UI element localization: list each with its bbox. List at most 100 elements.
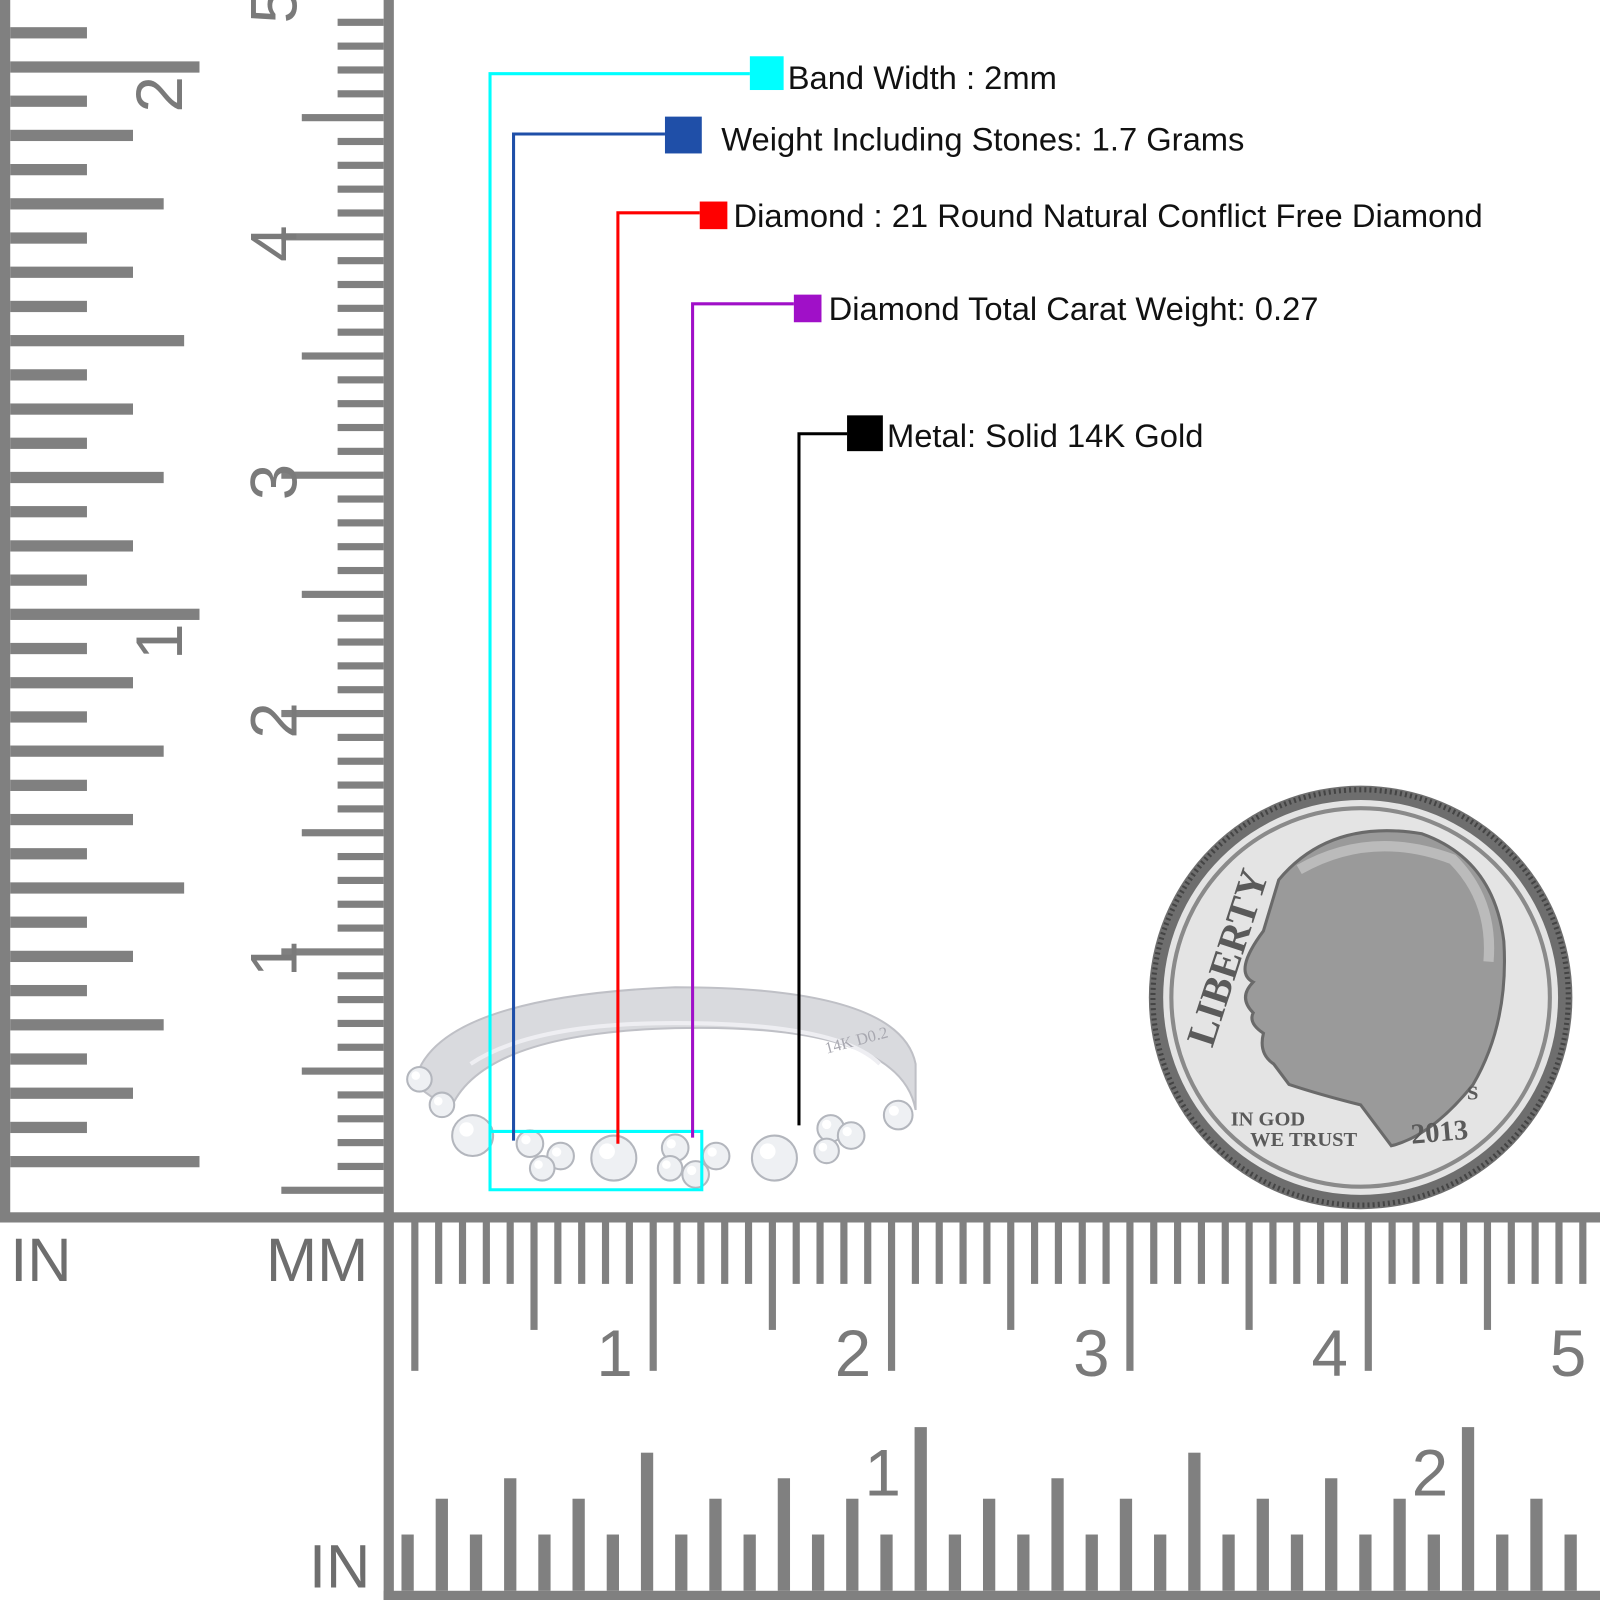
left-mm-tick (337, 781, 384, 789)
weight-swatch (664, 116, 702, 154)
diamond-sparkle (459, 1122, 474, 1137)
diamond-count-swatch (699, 201, 728, 230)
left-mm-tick (337, 90, 384, 98)
bottom-mm-tick (983, 1222, 991, 1284)
left-mm-tick (337, 447, 384, 455)
left-mm-tick (301, 1067, 384, 1075)
bottom-inch-tick (572, 1498, 585, 1591)
left-inch-tick (10, 129, 133, 142)
left-inch-number: 1 (123, 623, 196, 659)
left-inch-tick (10, 198, 164, 210)
left-mm-tick (337, 805, 384, 813)
bottom-mm-tick (1388, 1222, 1396, 1284)
ring-band (413, 986, 917, 1112)
bottom-inch-tick (914, 1427, 927, 1591)
bottom-mm-tick (530, 1222, 538, 1330)
left-inch-tick (10, 1087, 133, 1099)
bottom-mm-tick (482, 1222, 490, 1284)
left-inch-tick (10, 27, 87, 39)
weight-leader (512, 132, 665, 1141)
diamond-stone (590, 1134, 638, 1182)
left-mm-unit-label: MM (266, 1226, 368, 1295)
carat-weight-leader (691, 302, 794, 1138)
bottom-mm-tick (649, 1222, 657, 1371)
diamond-stone (406, 1065, 433, 1093)
left-mm-tick (337, 1043, 384, 1051)
left-mm-tick (281, 233, 384, 241)
bottom-mm-tick (1030, 1222, 1039, 1284)
bottom-inch-tick (1393, 1498, 1406, 1591)
bottom-inch-tick (743, 1534, 756, 1591)
bottom-mm-tick (1579, 1222, 1587, 1284)
bottom-inch-tick (1085, 1534, 1098, 1591)
bottom-mm-tick (435, 1222, 443, 1284)
left-inch-tick (10, 1019, 164, 1031)
left-inch-tick (10, 164, 87, 176)
bottom-mm-tick (554, 1222, 562, 1284)
metal-label: Metal: Solid 14K Gold (887, 417, 1203, 454)
left-inch-tick (10, 1156, 200, 1168)
diamond-sparkle (707, 1147, 717, 1157)
bottom-mm-tick (411, 1222, 419, 1371)
bottom-mm-tick (1221, 1222, 1229, 1284)
bottom-mm-tick (816, 1222, 824, 1284)
bottom-inch-tick (538, 1534, 551, 1591)
diamond-count-leader (616, 211, 700, 1144)
diamond-stone (701, 1141, 731, 1171)
bottom-inch-tick (1325, 1478, 1338, 1591)
bottom-mm-tick (1436, 1222, 1444, 1284)
left-mm-tick (337, 638, 384, 646)
diamond-stone (882, 1099, 914, 1131)
left-mm-tick (337, 662, 384, 670)
bottom-inch-tick (606, 1534, 619, 1591)
left-mm-tick (337, 185, 384, 193)
left-inch-number: 2 (123, 76, 196, 112)
bottom-inch-tick (1427, 1534, 1440, 1591)
left-inch-tick (10, 403, 133, 415)
left-inch-tick (10, 711, 87, 723)
metal-swatch (847, 415, 883, 452)
diamond-sparkle (662, 1160, 671, 1169)
left-inch-tick (10, 848, 87, 860)
diamond-stone (428, 1091, 456, 1119)
left-inch-tick (10, 61, 200, 73)
left-mm-tick (337, 257, 384, 265)
bottom-inch-tick (846, 1498, 859, 1591)
bottom-inch-tick (1051, 1478, 1064, 1591)
left-inch-tick (10, 779, 87, 791)
bottom-mm-tick (1364, 1222, 1372, 1371)
bottom-mm-tick (1007, 1222, 1015, 1330)
left-mm-tick (337, 519, 384, 527)
left-mm-tick (337, 996, 384, 1004)
bottom-inch-tick (1154, 1534, 1167, 1591)
bottom-inch-tick (1496, 1534, 1509, 1591)
bottom-inch-tick (401, 1534, 414, 1591)
bottom-mm-tick (864, 1222, 872, 1284)
bottom-inch-tick (1256, 1498, 1269, 1591)
bottom-mm-tick (1412, 1222, 1420, 1284)
left-mm-tick (337, 1139, 384, 1147)
coin-motto-2: WE TRUST (1250, 1129, 1357, 1151)
left-mm-tick (337, 900, 384, 908)
bottom-inch-tick (982, 1498, 996, 1591)
left-inch-tick (10, 984, 87, 997)
diamond-stone (813, 1137, 840, 1165)
left-mm-tick (337, 686, 384, 694)
bottom-mm-tick (625, 1222, 633, 1284)
carat-weight-label: Diamond Total Carat Weight: 0.27 (829, 290, 1319, 327)
left-mm-tick (337, 1091, 384, 1099)
left-inch-tick (10, 437, 87, 449)
bottom-inch-tick (1017, 1534, 1030, 1591)
bottom-mm-tick (1555, 1222, 1563, 1284)
bottom-inch-tick (1359, 1534, 1372, 1591)
left-mm-tick (337, 972, 384, 980)
left-mm-tick (337, 924, 384, 932)
bottom-inch-number: 2 (1412, 1437, 1448, 1510)
weight-label: Weight Including Stones: 1.7 Grams (721, 120, 1244, 157)
bottom-mm-tick (1078, 1222, 1086, 1284)
left-mm-tick (337, 66, 384, 74)
bottom-cm-number: 1 (596, 1317, 632, 1390)
bottom-ruler-outer-edge (383, 1590, 1600, 1600)
